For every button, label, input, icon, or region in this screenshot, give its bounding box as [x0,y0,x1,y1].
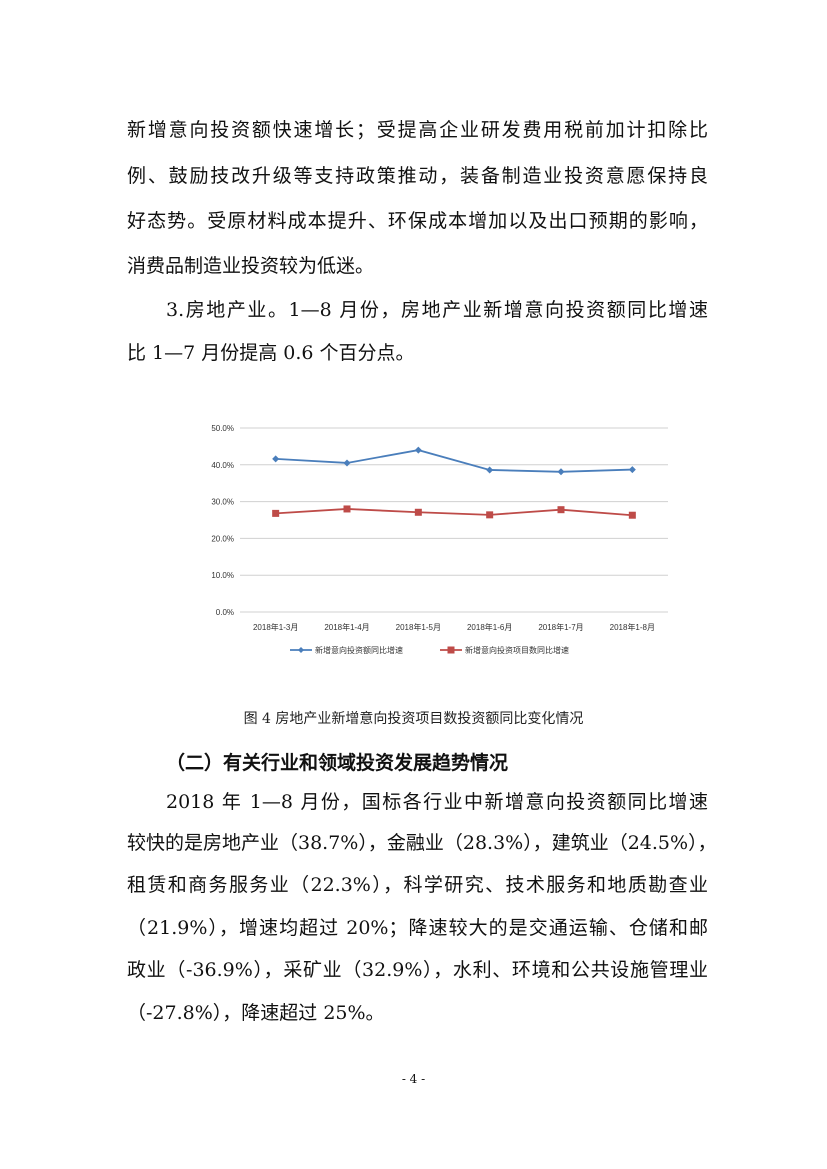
y-tick-label: 20.0% [211,534,234,543]
x-tick-label: 2018年1-5月 [396,622,441,632]
data-point [628,511,636,519]
text-line: 政业（-36.9%），采矿业（32.9%），水利、环境和公共设施管理业 [127,959,708,981]
series-line-1 [275,449,633,473]
data-point [343,505,351,513]
y-tick-label: 50.0% [211,424,234,433]
text-line: 例、鼓励技改升级等支持政策推动，装备制造业投资意愿保持良 [127,165,708,187]
data-point [486,466,494,474]
y-tick-label: 30.0% [211,498,234,507]
text-line: 比 1—7 月份提高 0.6 个百分点。 [127,342,415,364]
x-tick-label: 2018年1-8月 [610,622,655,632]
legend-label: 新增意向投资额同比增速 [315,645,403,655]
text-line: 好态势。受原材料成本提升、环保成本增加以及出口预期的影响， [127,210,708,232]
data-point [557,506,565,514]
data-point [272,509,280,517]
data-point [486,511,494,519]
data-point [272,455,280,463]
legend-marker-square-icon [447,646,455,654]
data-point [557,468,565,476]
text-line: （-27.8%），降速超过 25%。 [127,1002,385,1024]
page-number: - 4 - [401,1072,426,1086]
data-point [628,466,636,474]
series-line-2 [275,508,633,517]
data-point [414,508,422,516]
x-tick-label: 2018年1-3月 [253,622,298,632]
y-tick-label: 10.0% [211,571,234,580]
text-line: 3.房地产业。1—8 月份，房地产业新增意向投资额同比增速 [166,299,708,321]
y-tick-label: 0.0% [216,608,234,617]
text-line: 新增意向投资额快速增长；受提高企业研发费用税前加计扣除比 [127,119,708,141]
y-tick-label: 40.0% [211,461,234,470]
legend-marker-diamond-icon [298,647,304,653]
data-point [414,446,422,454]
text-line: 租赁和商务服务业（22.3%），科学研究、技术服务和地质勘查业 [127,874,708,896]
x-tick-label: 2018年1-7月 [538,622,583,632]
figure-caption: 图 4 房地产业新增意向投资项目数投资额同比变化情况 [243,711,584,727]
text-line: 2018 年 1—8 月份，国标各行业中新增意向投资额同比增速 [166,791,708,813]
section-heading: （二）有关行业和领域投资发展趋势情况 [166,752,509,774]
legend-label: 新增意向投资项目数同比增速 [465,645,569,655]
text-line: 较快的是房地产业（38.7%），金融业（28.3%），建筑业（24.5%）， [127,832,717,854]
data-point [343,459,351,467]
x-tick-label: 2018年1-6月 [467,622,512,632]
text-line: （21.9%），增速均超过 20%；降速较大的是交通运输、仓储和邮 [127,917,708,939]
text-line: 消费品制造业投资较为低迷。 [127,255,375,277]
line-chart: 0.0% 10.0% 20.0% 30.0% 40.0% 50.0% 2018年1-3月 20… [211,424,668,655]
x-tick-label: 2018年1-4月 [324,622,369,632]
